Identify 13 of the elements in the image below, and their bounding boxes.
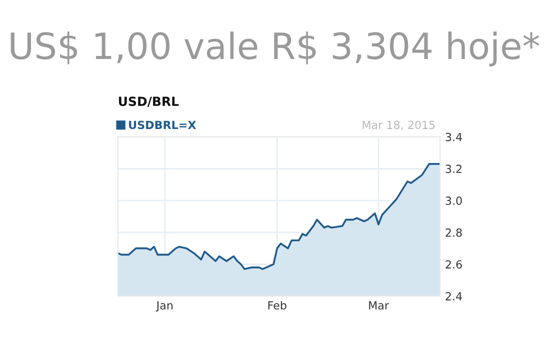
legend-label: USDBRL=X bbox=[129, 120, 196, 130]
y-tick-label: 2.6 bbox=[446, 260, 462, 269]
y-tick-label: 2.4 bbox=[446, 292, 462, 300]
y-tick-label: 2.8 bbox=[446, 228, 462, 237]
y-tick-label: 3.0 bbox=[446, 196, 462, 205]
y-tick-label: 3.4 bbox=[446, 132, 462, 142]
x-tick-label: Feb bbox=[268, 300, 286, 310]
y-tick-label: 3.2 bbox=[446, 164, 462, 174]
chart-title: US$ 1,00 vale R$ 3,304 hoje* bbox=[10, 32, 540, 66]
x-tick-label: Mar bbox=[369, 301, 389, 310]
text: Mar 18, 2015 bbox=[362, 120, 435, 130]
x-tick-label: Jan bbox=[156, 301, 173, 312]
chart-subtitle: USD/BRL bbox=[118, 96, 179, 108]
